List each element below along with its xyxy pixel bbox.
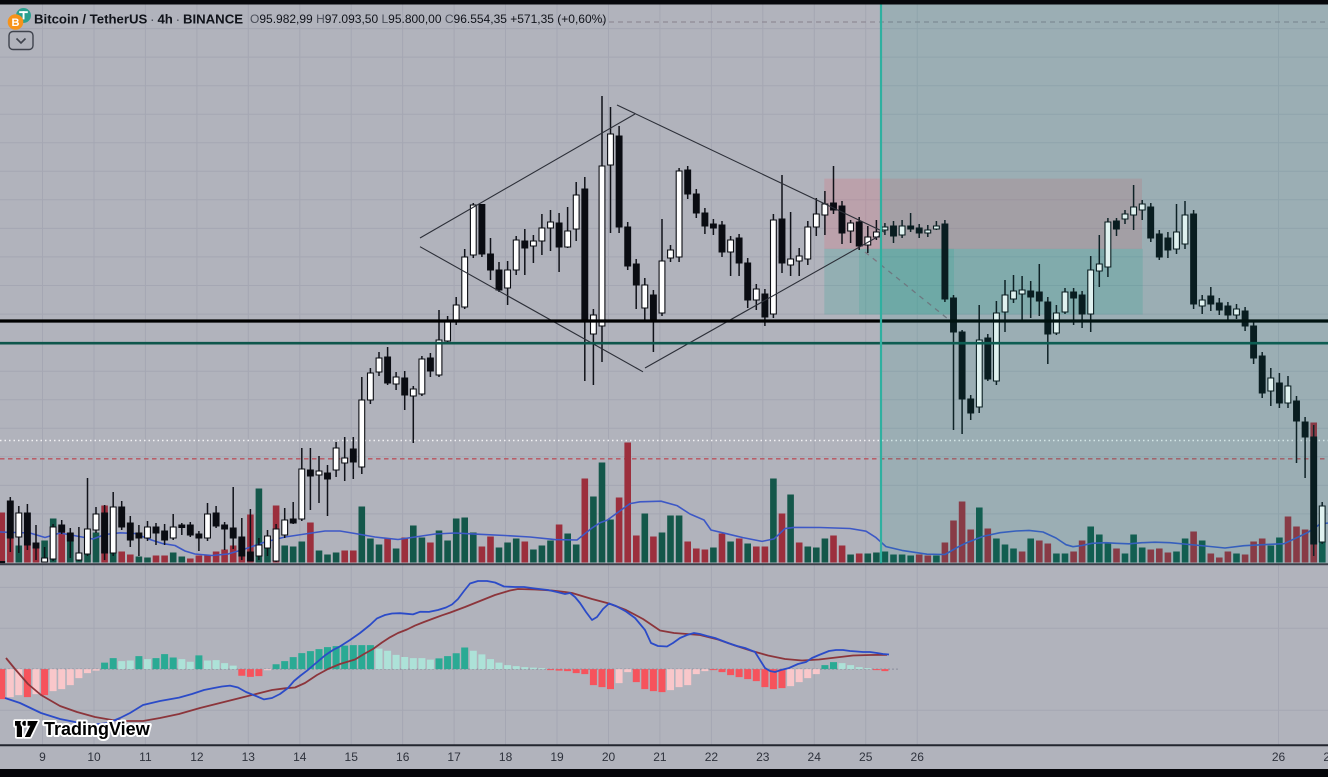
- svg-text:16: 16: [396, 750, 410, 764]
- svg-text:25: 25: [859, 750, 873, 764]
- svg-text:12: 12: [190, 750, 204, 764]
- svg-text:B: B: [12, 17, 20, 29]
- svg-text:13: 13: [242, 750, 256, 764]
- svg-text:17: 17: [447, 750, 461, 764]
- svg-text:O95.982,99 H97.093,50 L95.800,: O95.982,99 H97.093,50 L95.800,00 C96.554…: [250, 12, 606, 26]
- svg-text:23: 23: [756, 750, 770, 764]
- svg-text:9: 9: [39, 750, 46, 764]
- svg-text:10: 10: [87, 750, 101, 764]
- svg-text:27: 27: [1323, 750, 1328, 764]
- svg-text:26: 26: [911, 750, 925, 764]
- svg-text:22: 22: [705, 750, 719, 764]
- svg-text:18: 18: [499, 750, 513, 764]
- svg-text:11: 11: [139, 750, 152, 764]
- svg-text:15: 15: [345, 750, 359, 764]
- svg-text:Bitcoin / TetherUS ∙ 4h ∙ BINA: Bitcoin / TetherUS ∙ 4h ∙ BINANCE: [34, 12, 243, 27]
- svg-text:19: 19: [550, 750, 564, 764]
- svg-text:24: 24: [808, 750, 822, 764]
- svg-text:21: 21: [653, 750, 667, 764]
- svg-text:20: 20: [602, 750, 616, 764]
- svg-text:TradingView: TradingView: [44, 719, 151, 739]
- svg-text:26: 26: [1272, 750, 1286, 764]
- svg-text:14: 14: [293, 750, 307, 764]
